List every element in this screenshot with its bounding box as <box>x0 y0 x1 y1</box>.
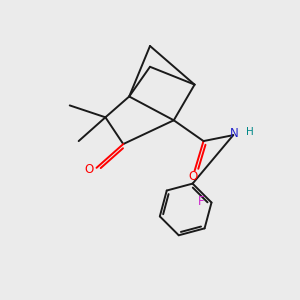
Text: F: F <box>198 194 204 208</box>
Text: O: O <box>84 163 94 176</box>
Text: N: N <box>230 127 239 140</box>
Text: H: H <box>246 127 254 137</box>
Text: O: O <box>188 170 198 183</box>
